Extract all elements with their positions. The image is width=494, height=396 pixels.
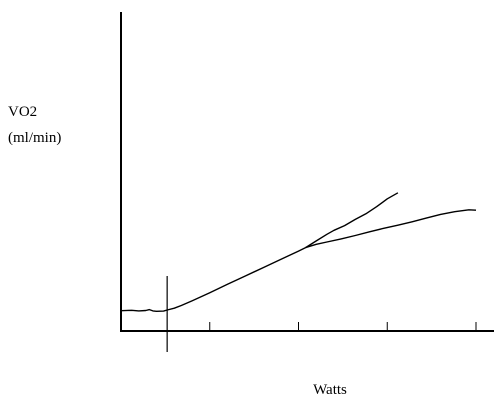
x-axis-label: Watts bbox=[313, 382, 347, 396]
series-line-1 bbox=[120, 192, 399, 312]
x-tick-group bbox=[209, 322, 477, 331]
y-axis-label-line-1: VO2 bbox=[8, 104, 37, 120]
series-line-2 bbox=[305, 209, 477, 249]
series-group bbox=[120, 192, 477, 312]
y-axis-label-line-2: (ml/min) bbox=[8, 130, 61, 146]
